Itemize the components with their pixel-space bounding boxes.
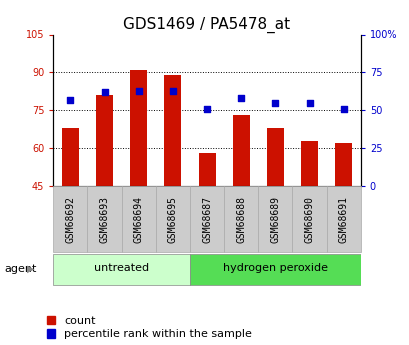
Text: GSM68695: GSM68695 (167, 196, 178, 243)
Bar (326, 186, 360, 252)
Text: untreated: untreated (94, 264, 149, 273)
Bar (53, 186, 87, 252)
Point (306, 100, 312, 106)
Bar (189, 186, 224, 252)
Bar (258, 186, 292, 252)
Text: GSM68687: GSM68687 (202, 196, 211, 243)
Text: GSM68690: GSM68690 (304, 196, 314, 243)
Bar (164, 75, 181, 186)
Text: GSM68691: GSM68691 (338, 196, 348, 243)
Bar (300, 141, 317, 186)
Text: hydrogen peroxide: hydrogen peroxide (222, 264, 327, 273)
Bar (189, 254, 360, 285)
Text: agent: agent (4, 264, 36, 274)
Legend: count, percentile rank within the sample: count, percentile rank within the sample (47, 316, 252, 339)
Bar (232, 116, 249, 186)
Bar (334, 143, 351, 186)
Point (203, 106, 210, 112)
Bar (266, 128, 283, 186)
Text: GSM68692: GSM68692 (65, 196, 75, 243)
Point (339, 106, 346, 112)
Bar (87, 186, 121, 252)
Point (272, 100, 278, 106)
Point (169, 88, 176, 93)
Text: ▶: ▶ (27, 264, 34, 274)
Bar (130, 70, 147, 186)
Bar (224, 186, 258, 252)
Bar (198, 154, 215, 186)
Text: GSM68694: GSM68694 (133, 196, 144, 243)
Text: GSM68688: GSM68688 (236, 196, 246, 243)
Bar (121, 186, 155, 252)
Point (67, 97, 74, 102)
Bar (53, 254, 189, 285)
Text: GSM68693: GSM68693 (99, 196, 109, 243)
Point (237, 96, 244, 101)
Bar (292, 186, 326, 252)
Title: GDS1469 / PA5478_at: GDS1469 / PA5478_at (123, 17, 290, 33)
Bar (96, 95, 113, 186)
Bar (62, 128, 79, 186)
Text: GSM68689: GSM68689 (270, 196, 280, 243)
Bar (155, 186, 189, 252)
Point (135, 88, 142, 93)
Point (101, 89, 108, 95)
